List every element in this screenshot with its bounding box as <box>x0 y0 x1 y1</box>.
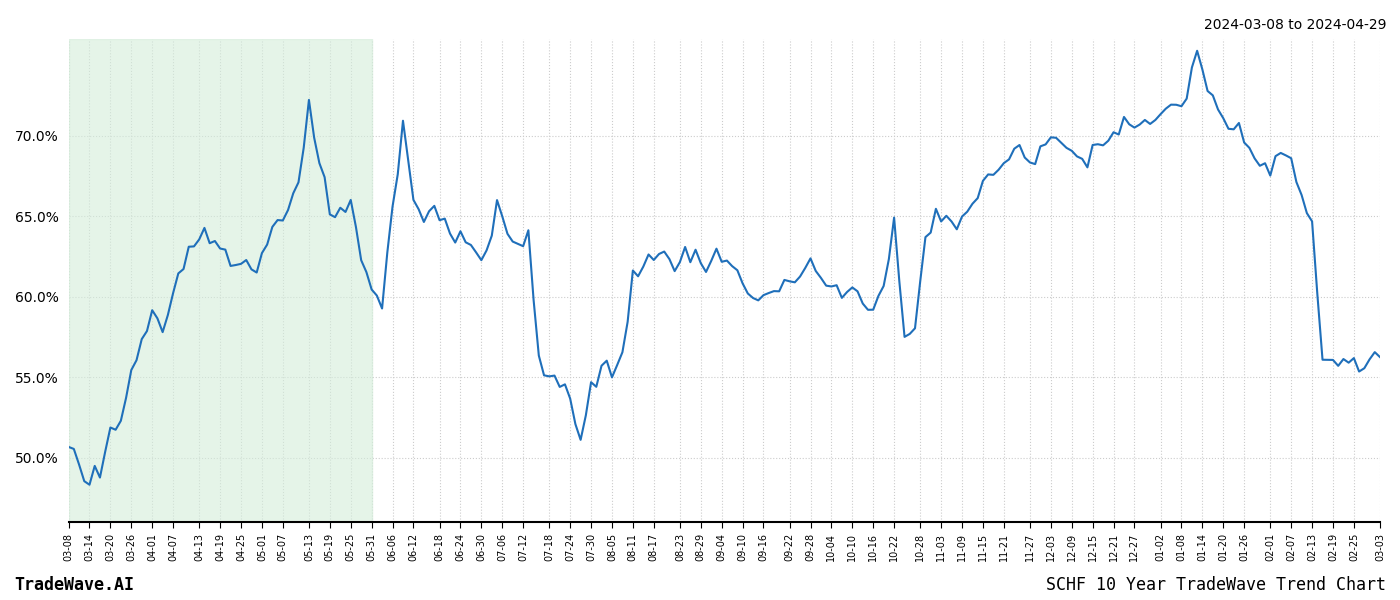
Bar <box>69 39 371 522</box>
Text: 2024-03-08 to 2024-04-29: 2024-03-08 to 2024-04-29 <box>1204 18 1386 32</box>
Text: SCHF 10 Year TradeWave Trend Chart: SCHF 10 Year TradeWave Trend Chart <box>1046 576 1386 594</box>
Text: TradeWave.AI: TradeWave.AI <box>14 576 134 594</box>
